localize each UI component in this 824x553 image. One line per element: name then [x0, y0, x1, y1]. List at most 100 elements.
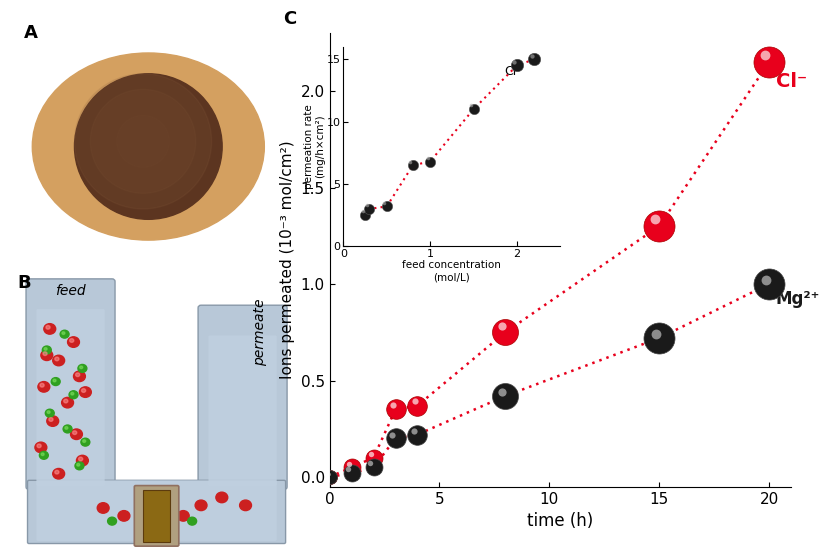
- Circle shape: [60, 330, 69, 338]
- Circle shape: [70, 338, 74, 342]
- Text: feed: feed: [55, 284, 86, 298]
- Point: [363, 459, 377, 468]
- Circle shape: [108, 517, 116, 525]
- Circle shape: [68, 337, 79, 347]
- Circle shape: [216, 492, 227, 503]
- Circle shape: [81, 438, 90, 446]
- Point: [411, 401, 424, 410]
- Point: [649, 330, 662, 338]
- FancyBboxPatch shape: [208, 336, 277, 486]
- Circle shape: [78, 364, 87, 372]
- Circle shape: [37, 444, 41, 448]
- Text: C: C: [283, 10, 297, 28]
- Circle shape: [65, 426, 68, 429]
- Circle shape: [77, 463, 80, 466]
- Text: Cl⁻: Cl⁻: [775, 72, 807, 91]
- Circle shape: [82, 440, 86, 442]
- Point: [345, 463, 358, 472]
- Circle shape: [69, 391, 78, 399]
- Point: [320, 469, 333, 478]
- Point: [762, 280, 775, 289]
- Circle shape: [91, 90, 196, 194]
- FancyBboxPatch shape: [198, 305, 287, 489]
- Point: [342, 465, 355, 474]
- Circle shape: [62, 332, 65, 335]
- Circle shape: [40, 451, 49, 459]
- Circle shape: [47, 416, 59, 426]
- Circle shape: [188, 517, 197, 525]
- FancyBboxPatch shape: [27, 481, 286, 544]
- Point: [758, 51, 771, 60]
- Circle shape: [44, 348, 47, 350]
- Point: [323, 473, 336, 482]
- Point: [495, 388, 508, 397]
- Circle shape: [177, 510, 190, 521]
- Point: [499, 328, 512, 337]
- Circle shape: [117, 116, 170, 168]
- Point: [759, 276, 772, 285]
- Ellipse shape: [32, 53, 265, 240]
- X-axis label: time (h): time (h): [527, 512, 593, 530]
- Bar: [143, 489, 170, 542]
- Circle shape: [38, 382, 49, 392]
- Circle shape: [63, 425, 72, 433]
- Circle shape: [40, 383, 44, 387]
- Circle shape: [77, 455, 88, 466]
- Point: [364, 450, 377, 458]
- Point: [408, 397, 421, 406]
- FancyBboxPatch shape: [26, 279, 115, 489]
- Circle shape: [240, 500, 251, 510]
- Point: [323, 473, 336, 482]
- Point: [495, 322, 508, 331]
- Circle shape: [62, 398, 73, 408]
- Circle shape: [71, 393, 74, 395]
- FancyBboxPatch shape: [134, 486, 179, 546]
- Circle shape: [53, 468, 64, 479]
- Circle shape: [74, 74, 212, 209]
- Circle shape: [53, 355, 64, 366]
- Circle shape: [46, 326, 50, 329]
- Circle shape: [73, 431, 77, 435]
- Point: [762, 58, 775, 66]
- Text: Mg²⁺: Mg²⁺: [775, 290, 820, 309]
- Circle shape: [79, 387, 91, 398]
- Point: [389, 434, 402, 443]
- Point: [411, 430, 424, 439]
- Circle shape: [41, 453, 44, 456]
- Circle shape: [118, 510, 130, 521]
- Point: [367, 453, 380, 462]
- Circle shape: [73, 371, 86, 382]
- Circle shape: [41, 350, 53, 361]
- Point: [386, 430, 399, 439]
- Circle shape: [78, 457, 82, 461]
- Circle shape: [147, 521, 160, 531]
- Circle shape: [45, 409, 54, 417]
- Point: [499, 392, 512, 400]
- Circle shape: [76, 373, 80, 377]
- Circle shape: [97, 503, 109, 513]
- Circle shape: [75, 462, 84, 470]
- Circle shape: [49, 418, 53, 421]
- Text: A: A: [25, 24, 38, 43]
- Circle shape: [53, 379, 56, 382]
- Circle shape: [42, 346, 51, 354]
- Y-axis label: Ions permeated (10⁻³ mol/cm²): Ions permeated (10⁻³ mol/cm²): [280, 140, 295, 379]
- Point: [653, 222, 666, 231]
- Circle shape: [82, 389, 86, 393]
- Point: [367, 463, 380, 472]
- Point: [408, 426, 421, 435]
- Point: [648, 215, 662, 223]
- Circle shape: [35, 442, 47, 453]
- FancyBboxPatch shape: [36, 309, 105, 486]
- Circle shape: [74, 74, 222, 220]
- Point: [653, 333, 666, 342]
- Circle shape: [44, 324, 56, 334]
- Circle shape: [55, 357, 59, 361]
- Point: [343, 459, 356, 468]
- FancyBboxPatch shape: [36, 481, 277, 541]
- Circle shape: [80, 366, 82, 369]
- Point: [345, 469, 358, 478]
- Circle shape: [51, 378, 60, 385]
- Point: [321, 469, 335, 478]
- Point: [386, 401, 400, 410]
